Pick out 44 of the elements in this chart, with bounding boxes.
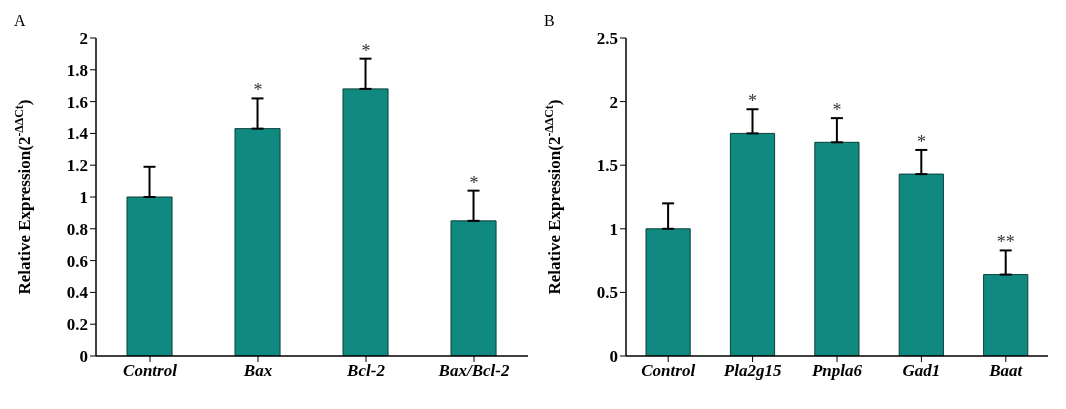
y-tick-label: 1.5 — [596, 156, 618, 176]
y-tick-label: 2.5 — [596, 29, 618, 49]
bar — [983, 274, 1029, 356]
x-tick-label: Gad1 — [902, 361, 941, 381]
y-tick-label: 1 — [609, 219, 618, 239]
chart-title: A — [14, 12, 26, 30]
bar — [450, 220, 497, 356]
y-tick-label: 1 — [79, 188, 88, 208]
annotation: * — [253, 80, 263, 101]
y-tick-label: 1.8 — [66, 60, 88, 80]
annotation: * — [361, 40, 371, 61]
bar — [342, 88, 389, 356]
y-tick-label: 0.2 — [66, 315, 88, 335]
bar — [814, 141, 860, 356]
x-tick-label: Bax — [242, 361, 273, 381]
y-tick-label: 0 — [609, 347, 618, 367]
annotation: * — [916, 131, 926, 152]
annotation: * — [748, 91, 758, 112]
y-tick-label: 1.4 — [66, 124, 89, 144]
x-tick-label: Pnpla6 — [810, 361, 863, 381]
y-tick-label: 0 — [79, 347, 88, 367]
y-tick-label: 0.8 — [66, 219, 88, 239]
annotation: * — [469, 172, 479, 193]
y-tick-label: 1.2 — [66, 156, 88, 176]
x-tick-label: Baat — [988, 361, 1024, 381]
bar — [126, 196, 173, 356]
y-tick-label: 1.6 — [66, 92, 88, 112]
x-tick-label: Bax/Bcl-2 — [437, 361, 510, 381]
x-tick-label: Control — [123, 361, 178, 381]
bar — [729, 132, 776, 356]
y-tick-label: 0.5 — [596, 283, 618, 303]
annotation: ** — [996, 232, 1015, 253]
y-tick-label: 0.4 — [66, 283, 89, 303]
bar — [234, 128, 281, 356]
y-tick-label: 0.6 — [66, 251, 88, 271]
x-tick-label: Control — [641, 361, 696, 381]
bar — [645, 228, 691, 356]
bar — [898, 173, 944, 356]
y-tick-label: 2 — [79, 29, 88, 49]
annotation: * — [832, 100, 842, 121]
chart-title: B — [544, 12, 555, 30]
x-tick-label: Bcl-2 — [346, 361, 386, 381]
x-tick-label: Pla2g15 — [722, 361, 782, 381]
y-tick-label: 2 — [609, 92, 618, 112]
